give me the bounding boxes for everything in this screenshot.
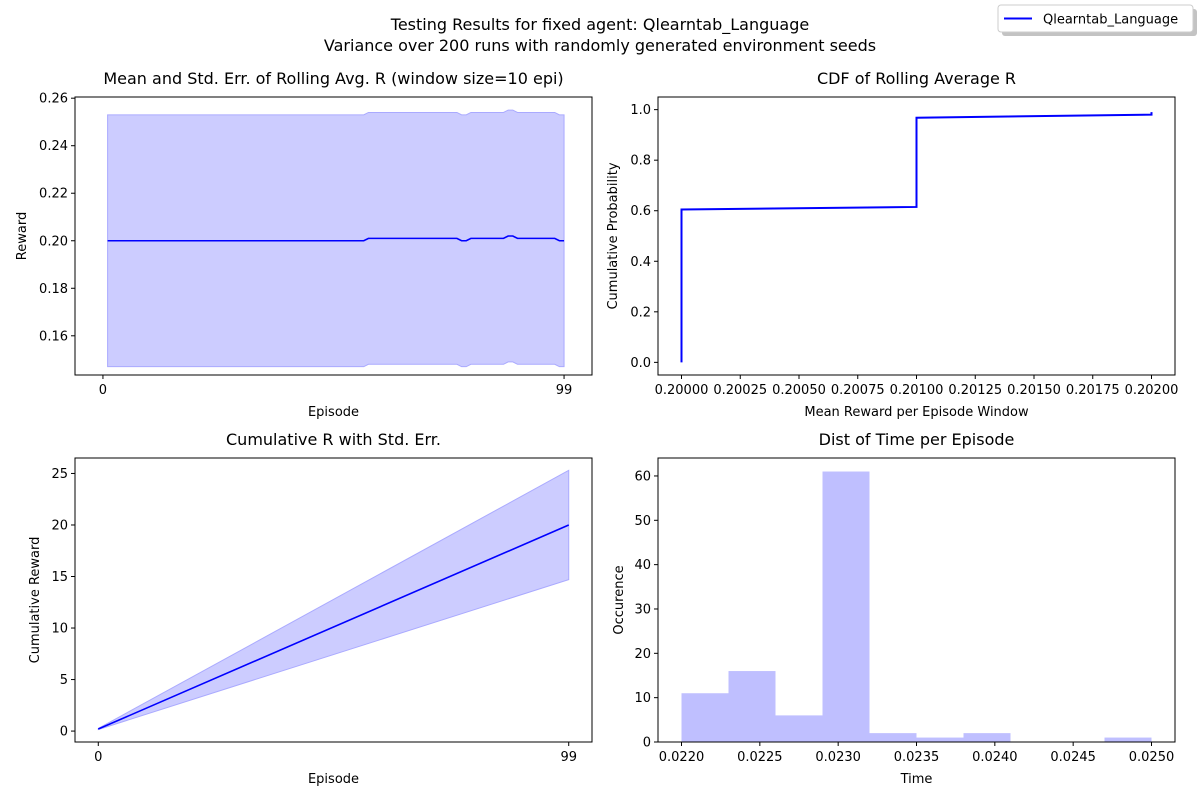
- std-err-band: [97, 469, 570, 731]
- x-tick-label: 0.0240: [972, 750, 1018, 765]
- histogram-bar: [869, 733, 917, 742]
- x-tick-label: 0.20200: [1125, 383, 1179, 398]
- histogram-bar: [728, 671, 776, 742]
- y-tick-label: 40: [634, 558, 651, 573]
- x-tick-label: 0.0230: [815, 750, 861, 765]
- x-tick-label: 0: [94, 750, 102, 765]
- plot-area: [681, 471, 1152, 742]
- plot-area: [680, 112, 1153, 363]
- y-tick-label: 10: [634, 691, 651, 706]
- x-tick-label: 0.0235: [894, 750, 940, 765]
- time-histogram-chart: 0.0220 0.0225 0.0230 0.0235 0.0240 0.0245 0.02…: [612, 430, 1176, 787]
- y-tick-label: 0.26: [39, 92, 68, 107]
- cdf-chart: 0.20000 0.20025 0.20050 0.20075 0.20100 0.201…: [606, 69, 1178, 420]
- x-tick-label: 0.0245: [1050, 750, 1096, 765]
- figure-title-line-1: Testing Results for fixed agent: Qlearnt…: [390, 15, 809, 35]
- subplot-title: Mean and Std. Err. of Rolling Avg. R (wi…: [103, 69, 563, 88]
- y-tick-label: 0.20: [39, 234, 68, 249]
- x-tick-label: 0.20050: [772, 383, 826, 398]
- x-axis-label: Mean Reward per Episode Window: [804, 405, 1029, 420]
- y-tick-label: 30: [634, 602, 651, 617]
- y-tick-label: 0.16: [39, 329, 68, 344]
- y-tick-label: 0.8: [630, 154, 651, 169]
- histogram-bar: [775, 715, 823, 742]
- x-axis-label: Episode: [308, 405, 359, 420]
- x-tick-label: 0.0220: [659, 750, 705, 765]
- x-tick-label: 99: [556, 383, 573, 398]
- mean-line: [107, 235, 565, 242]
- cumulative-reward-chart: 0 99 0 5 10 15 20 25 Cumulative R with Std. Err.…: [28, 430, 593, 787]
- y-tick-label: 1.0: [630, 103, 651, 118]
- subplot-title: CDF of Rolling Average R: [817, 69, 1016, 88]
- histogram-bar: [963, 733, 1011, 742]
- y-tick-label: 0: [643, 736, 651, 751]
- y-tick-label: 0.24: [39, 139, 68, 154]
- x-tick-label: 0: [99, 383, 107, 398]
- y-axis-label: Cumulative Probability: [606, 162, 621, 309]
- subplot-title: Dist of Time per Episode: [819, 430, 1015, 449]
- histogram-bar: [822, 471, 870, 742]
- y-tick-label: 20: [634, 647, 651, 662]
- histogram-bar: [916, 737, 964, 742]
- y-tick-label: 0.18: [39, 282, 68, 297]
- legend-frame: [997, 4, 1194, 33]
- x-axis-label: Episode: [308, 772, 359, 787]
- figure-title-line-2: Variance over 200 runs with randomly gen…: [324, 36, 876, 55]
- y-tick-label: 0.2: [630, 305, 651, 320]
- x-axis-label: Time: [900, 772, 933, 787]
- axes-frame: [74, 96, 593, 376]
- x-tick-label: 0.20000: [655, 383, 709, 398]
- histogram-bar: [1104, 737, 1152, 742]
- y-tick-label: 60: [634, 469, 651, 484]
- y-tick-label: 0.0: [630, 356, 651, 371]
- y-tick-label: 50: [634, 514, 651, 529]
- y-tick-label: 0.4: [630, 255, 651, 270]
- y-tick-label: 0.6: [630, 204, 651, 219]
- y-tick-label: 10: [51, 622, 68, 637]
- legend-label: Qlearntab_Language: [1043, 13, 1178, 28]
- plot-area: [107, 109, 565, 368]
- subplot-title: Cumulative R with Std. Err.: [226, 430, 441, 449]
- cdf-line: [680, 112, 1153, 363]
- y-axis-label: Reward: [15, 212, 30, 260]
- x-tick-label: 0.20150: [1007, 383, 1061, 398]
- y-tick-label: 25: [51, 467, 68, 482]
- std-err-band: [107, 109, 565, 368]
- rolling-reward-chart: 0 99 0.16 0.18 0.20 0.22 0.24 0.26 Mean and Std.…: [15, 69, 593, 420]
- y-tick-label: 20: [51, 518, 68, 533]
- legend: Qlearntab_Language: [997, 4, 1197, 36]
- x-tick-label: 0.0250: [1129, 750, 1175, 765]
- y-axis-label: Occurence: [612, 565, 627, 634]
- y-tick-label: 0: [60, 725, 68, 740]
- x-tick-label: 99: [560, 750, 577, 765]
- x-tick-label: 0.20125: [948, 383, 1002, 398]
- y-axis-label: Cumulative Reward: [28, 537, 43, 664]
- histogram-bar: [681, 693, 729, 742]
- mean-line: [97, 524, 570, 730]
- x-tick-label: 0.0225: [737, 750, 783, 765]
- axes-frame: [74, 457, 593, 743]
- y-tick-label: 5: [60, 673, 68, 688]
- plot-area: [97, 469, 570, 731]
- y-tick-label: 15: [51, 570, 68, 585]
- x-tick-label: 0.20075: [831, 383, 885, 398]
- y-tick-label: 0.22: [39, 187, 68, 202]
- x-tick-label: 0.20175: [1066, 383, 1120, 398]
- x-tick-label: 0.20100: [890, 383, 944, 398]
- x-tick-label: 0.20025: [713, 383, 767, 398]
